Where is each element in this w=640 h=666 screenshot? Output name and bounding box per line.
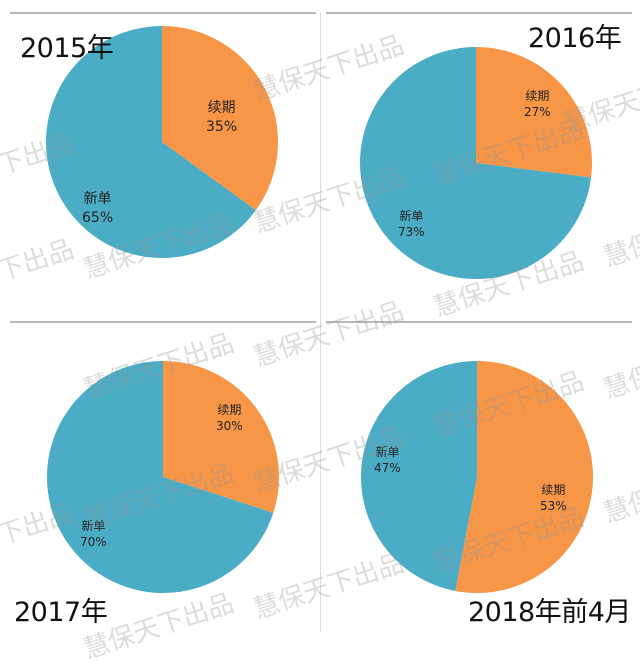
slice-name-2015-new: 新单: [82, 190, 113, 209]
slice-value-2015-renewal: 35%: [206, 118, 237, 137]
slice-value-2017-new: 70%: [80, 534, 107, 550]
slice-value-2018-new: 47%: [374, 460, 401, 476]
slice-value-2016-new: 73%: [398, 224, 425, 240]
slice-name-2015-renewal: 续期: [206, 99, 237, 118]
slice-name-2018-new: 新单: [374, 444, 401, 460]
chart-title-2018: 2018年前4月: [468, 590, 631, 629]
slice-value-2017-renewal: 30%: [216, 418, 243, 434]
slice-value-2018-renewal: 53%: [540, 498, 567, 514]
slice-label-2018-new: 新单 47%: [374, 444, 401, 476]
slice-label-2015-renewal: 续期 35%: [206, 99, 237, 137]
slice-name-2016-renewal: 续期: [524, 88, 551, 104]
slice-name-2016-new: 新单: [398, 208, 425, 224]
pie-panel-2016: 2016年 续期 27% 新单 73%: [320, 0, 640, 320]
slice-value-2016-renewal: 27%: [524, 104, 551, 120]
slice-label-2018-renewal: 续期 53%: [540, 482, 567, 514]
chart-title-2015: 2015年: [20, 26, 113, 65]
slice-name-2017-renewal: 续期: [216, 402, 243, 418]
slice-value-2015-new: 65%: [82, 209, 113, 228]
slice-name-2018-renewal: 续期: [540, 482, 567, 498]
pie-panel-2017: 2017年 续期 30% 新单 70%: [0, 320, 320, 640]
pie-panel-2015: 2015年 续期 35% 新单 65%: [0, 0, 320, 320]
chart-title-2016: 2016年: [528, 16, 621, 55]
slice-label-2016-new: 新单 73%: [398, 208, 425, 240]
chart-title-2017: 2017年: [14, 590, 107, 629]
slice-label-2017-new: 新单 70%: [80, 518, 107, 550]
slice-label-2015-new: 新单 65%: [82, 190, 113, 228]
slice-label-2017-renewal: 续期 30%: [216, 402, 243, 434]
pie-panel-2018: 2018年前4月 续期 53% 新单 47%: [320, 320, 640, 640]
slice-label-2016-renewal: 续期 27%: [524, 88, 551, 120]
slice-name-2017-new: 新单: [80, 518, 107, 534]
